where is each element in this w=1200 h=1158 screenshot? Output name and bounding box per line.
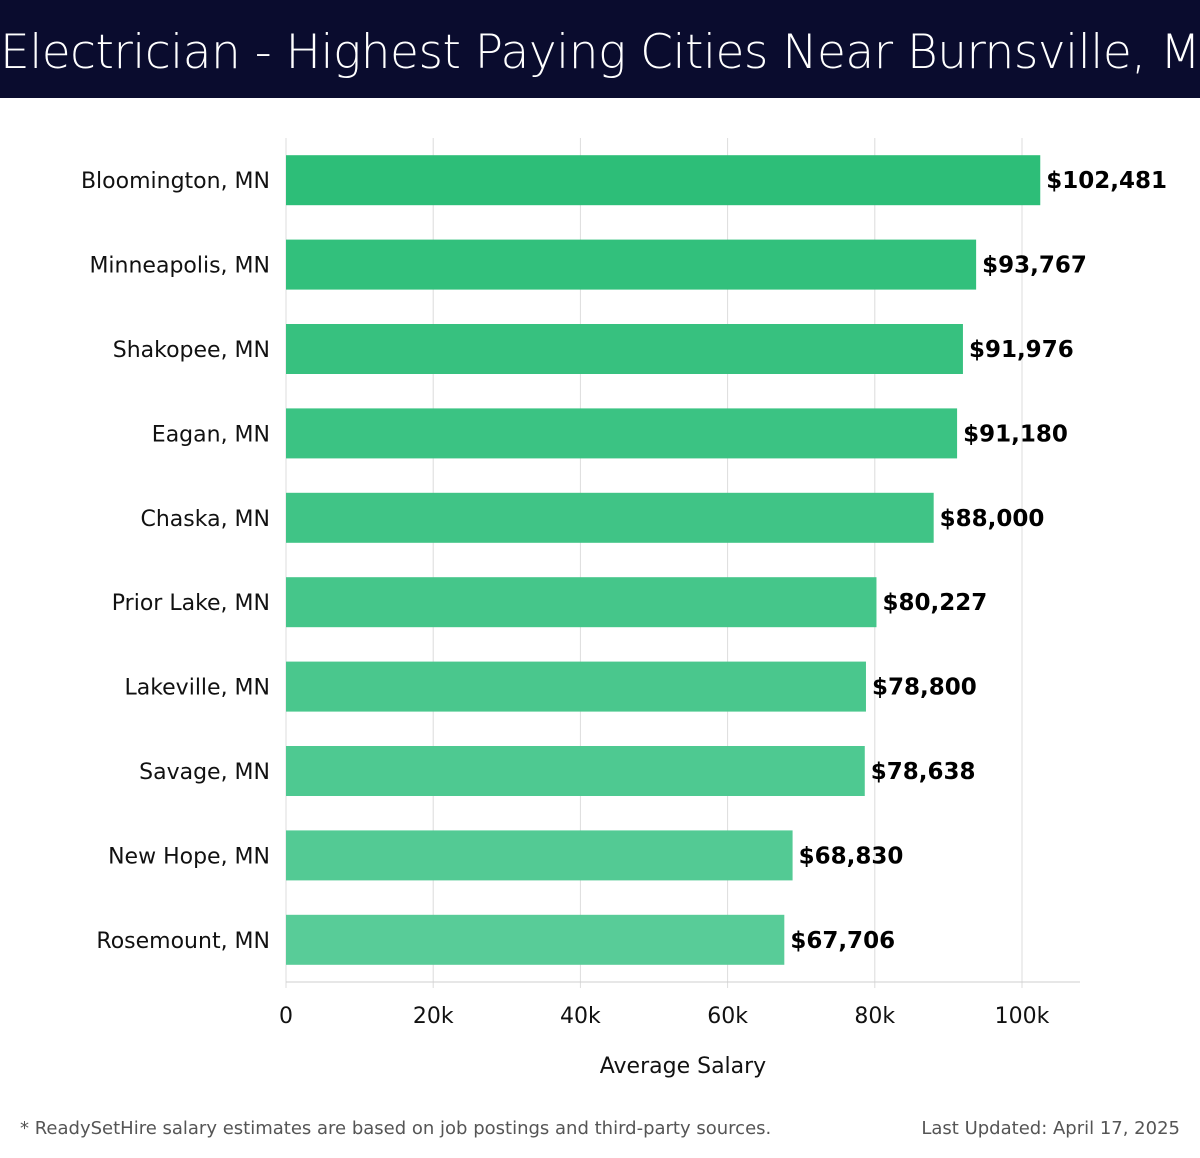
category-label: Prior Lake, MN — [112, 591, 270, 616]
category-label: Savage, MN — [139, 760, 270, 785]
x-tick-label: 20k — [413, 1004, 454, 1029]
bar — [286, 577, 877, 628]
category-label: New Hope, MN — [108, 844, 270, 869]
chart-title: Electrician - Highest Paying Cities Near… — [0, 25, 1200, 80]
value-label: $91,180 — [963, 421, 1068, 447]
value-label: $78,638 — [871, 759, 976, 785]
last-updated: Last Updated: April 17, 2025 — [921, 1118, 1180, 1139]
bar — [286, 408, 958, 459]
category-label: Lakeville, MN — [124, 676, 270, 701]
footer-note: * ReadySetHire salary estimates are base… — [20, 1118, 772, 1139]
bar — [286, 830, 793, 881]
x-tick-label: 80k — [854, 1004, 895, 1029]
category-label: Minneapolis, MN — [89, 254, 270, 279]
category-label: Chaska, MN — [140, 507, 270, 532]
x-tick-label: 40k — [560, 1004, 601, 1029]
value-label: $67,706 — [790, 928, 895, 954]
value-label: $91,976 — [969, 337, 1074, 363]
category-label: Shakopee, MN — [113, 338, 270, 363]
value-label: $78,800 — [872, 675, 977, 701]
value-label: $88,000 — [940, 506, 1045, 532]
value-label: $68,830 — [799, 843, 904, 869]
bar — [286, 914, 785, 965]
x-tick-label: 0 — [279, 1004, 293, 1029]
bar — [286, 239, 977, 290]
x-tick-label: 100k — [995, 1004, 1050, 1029]
value-label: $102,481 — [1046, 168, 1167, 194]
bar — [286, 661, 866, 712]
bar — [286, 155, 1041, 206]
header-bar: Electrician - Highest Paying Cities Near… — [0, 0, 1200, 98]
bar — [286, 746, 865, 796]
value-label: $80,227 — [882, 590, 987, 616]
category-label: Bloomington, MN — [81, 169, 270, 194]
bar-chart: 0 20k 40k 60k 80k 100k Average Salary Bloomingt… — [81, 138, 1167, 1079]
bar — [286, 492, 934, 543]
bar — [286, 324, 963, 374]
x-tick-label: 60k — [707, 1004, 748, 1029]
value-label: $93,767 — [982, 253, 1087, 279]
x-axis-title: Average Salary — [600, 1054, 766, 1079]
category-label: Eagan, MN — [152, 422, 270, 447]
category-label: Rosemount, MN — [96, 929, 270, 954]
